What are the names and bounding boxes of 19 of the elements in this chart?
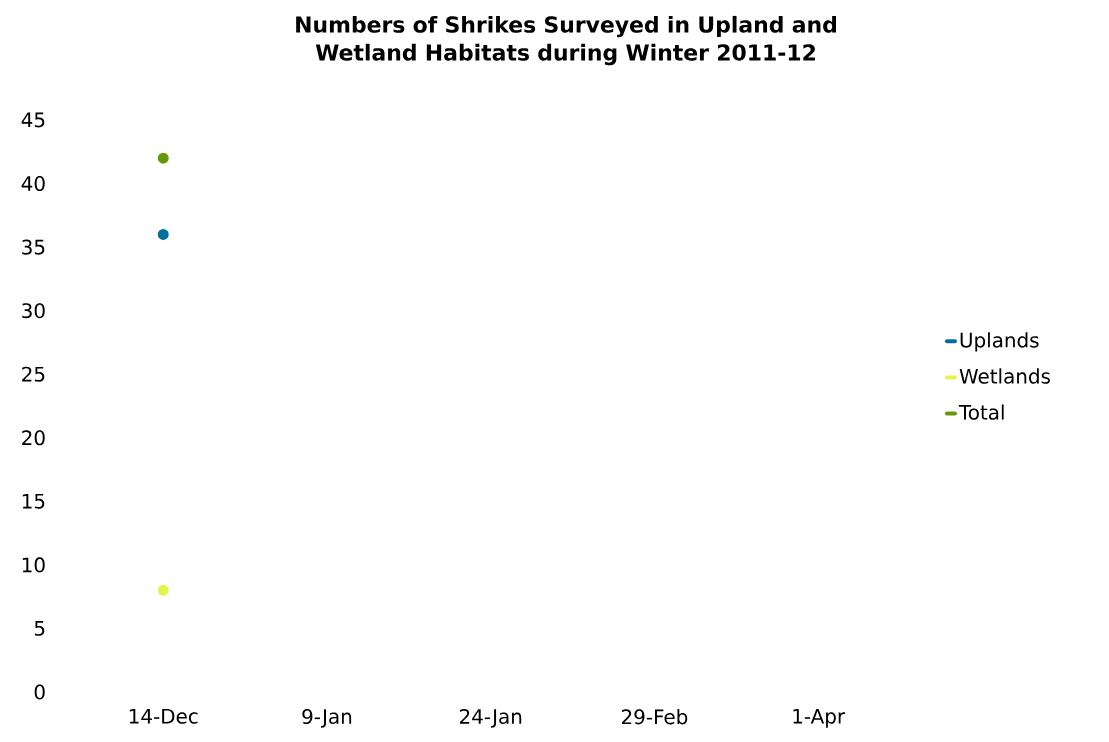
y-tick-label: 45 — [21, 112, 45, 128]
x-tick-label: 24-Jan — [459, 708, 522, 728]
chart-title: Numbers of Shrikes Surveyed in Upland and Wetland Habitats during Winter 2011-12 — [296, 15, 836, 66]
y-tick-label: 20 — [22, 430, 45, 446]
y-tick-label: 30 — [22, 303, 45, 319]
legend-label: Wetlands — [959, 368, 1050, 384]
y-tick-label: 10 — [22, 557, 45, 573]
y-tick-label: 40 — [21, 176, 45, 192]
x-tick-label: 29-Feb — [621, 708, 688, 725]
x-tick-label: 14-Dec — [129, 708, 198, 724]
y-tick-label: 15 — [22, 493, 45, 509]
x-tick-label: 9-Jan — [302, 708, 352, 728]
y-tick-label: 35 — [22, 239, 45, 255]
y-tick-label: 5 — [34, 621, 45, 636]
y-tick-label: 25 — [22, 366, 45, 382]
y-tick-label: 0 — [34, 684, 45, 700]
legend-label: Uplands — [960, 332, 1039, 352]
legend-label: Total — [958, 404, 1004, 420]
x-tick-label: 1-Apr — [793, 708, 846, 728]
